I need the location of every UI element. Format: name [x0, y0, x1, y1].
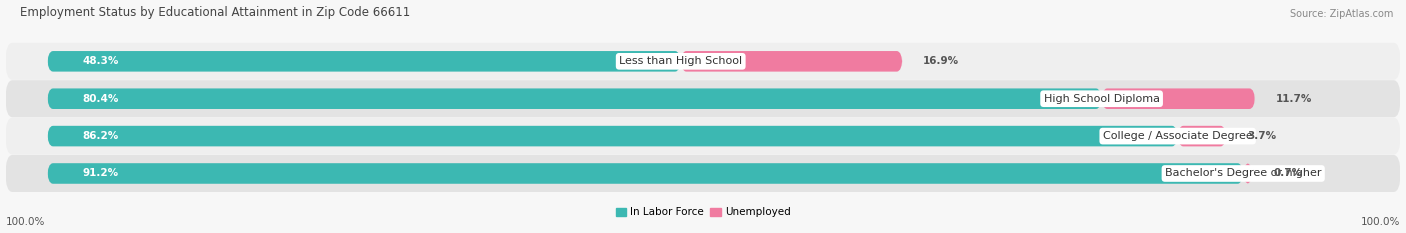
Text: Bachelor's Degree or higher: Bachelor's Degree or higher: [1166, 168, 1322, 178]
FancyBboxPatch shape: [48, 51, 681, 72]
Text: Source: ZipAtlas.com: Source: ZipAtlas.com: [1291, 9, 1393, 19]
Text: 91.2%: 91.2%: [83, 168, 118, 178]
FancyBboxPatch shape: [1178, 126, 1226, 146]
FancyBboxPatch shape: [6, 155, 1400, 192]
Text: Less than High School: Less than High School: [619, 56, 742, 66]
FancyBboxPatch shape: [1243, 163, 1253, 184]
FancyBboxPatch shape: [48, 163, 1243, 184]
FancyBboxPatch shape: [48, 89, 1102, 109]
FancyBboxPatch shape: [6, 118, 1400, 155]
Text: 100.0%: 100.0%: [6, 216, 45, 226]
Text: 48.3%: 48.3%: [83, 56, 118, 66]
Text: College / Associate Degree: College / Associate Degree: [1102, 131, 1253, 141]
FancyBboxPatch shape: [681, 51, 903, 72]
FancyBboxPatch shape: [6, 43, 1400, 80]
Text: 11.7%: 11.7%: [1275, 94, 1312, 104]
Text: 16.9%: 16.9%: [924, 56, 959, 66]
FancyBboxPatch shape: [1102, 89, 1256, 109]
Text: Employment Status by Educational Attainment in Zip Code 66611: Employment Status by Educational Attainm…: [20, 6, 409, 19]
Legend: In Labor Force, Unemployed: In Labor Force, Unemployed: [612, 203, 794, 222]
FancyBboxPatch shape: [48, 126, 1178, 146]
Text: 100.0%: 100.0%: [1361, 216, 1400, 226]
Text: 86.2%: 86.2%: [83, 131, 118, 141]
Text: 3.7%: 3.7%: [1247, 131, 1277, 141]
Text: 0.7%: 0.7%: [1274, 168, 1302, 178]
Text: 80.4%: 80.4%: [83, 94, 118, 104]
Text: High School Diploma: High School Diploma: [1043, 94, 1160, 104]
FancyBboxPatch shape: [6, 80, 1400, 117]
